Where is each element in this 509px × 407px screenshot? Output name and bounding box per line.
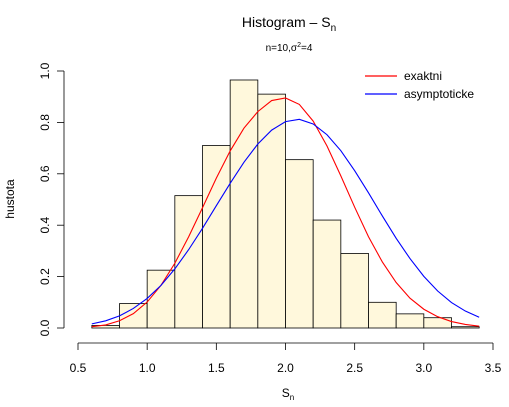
x-axis-label-sub: n (290, 393, 294, 402)
histogram-bar (451, 326, 480, 329)
bars-layer (91, 79, 480, 329)
y-tick-label: 0.8 (38, 114, 52, 131)
x-tick-label: 1.0 (139, 361, 156, 375)
x-tick-label: 2.5 (346, 361, 363, 375)
histogram-bar (119, 303, 148, 329)
histogram-bar (368, 301, 397, 329)
chart-subtitle: n=10,σ2=4 (266, 42, 313, 54)
chart-subtitle-main: n=10,σ (266, 43, 298, 54)
chart-title-sub: n (331, 23, 337, 34)
x-tick-label: 1.5 (208, 361, 225, 375)
y-tick-label: 0.0 (38, 319, 52, 336)
curves-layer (91, 97, 480, 328)
legend: exaktni asymptoticke (365, 69, 474, 101)
x-tick-label: 3.5 (485, 361, 502, 375)
y-tick-label: 1.0 (38, 62, 52, 79)
histogram-bar (202, 145, 231, 329)
curve-asymptoticke (91, 118, 480, 325)
y-axis-label: hustota (3, 179, 17, 219)
y-tick-label: 0.6 (38, 165, 52, 182)
y-tick-label: 0.4 (38, 217, 52, 234)
histogram-bar (423, 317, 452, 329)
y-tick-label: 0.2 (38, 268, 52, 285)
legend-label-asymptoticke: asymptoticke (404, 87, 474, 101)
histogram-bar (229, 79, 259, 329)
chart-title: Histogram – Sn (242, 14, 336, 34)
chart-subtitle-rest: =4 (301, 43, 313, 54)
x-axis-label: Sn (282, 386, 294, 402)
y-axis: 0.0 0.2 0.4 0.6 0.8 1.0 (38, 62, 65, 336)
histogram-bar (395, 313, 425, 329)
x-tick-label: 0.5 (70, 361, 87, 375)
histogram-bar (257, 93, 286, 329)
histogram-bar (285, 159, 314, 329)
histogram-bar (340, 253, 369, 329)
x-axis-label-main: S (282, 386, 290, 400)
histogram-bar (312, 219, 342, 329)
x-axis: 0.5 1.0 1.5 2.0 2.5 3.0 3.5 (70, 342, 502, 375)
curve-exaktni (91, 97, 480, 328)
histogram-bar (146, 269, 176, 329)
legend-label-exaktni: exaktni (404, 69, 442, 83)
chart-subtitle-sup: 2 (297, 42, 301, 49)
x-tick-label: 3.0 (415, 361, 432, 375)
x-tick-label: 2.0 (277, 361, 294, 375)
chart-title-main: Histogram – S (242, 14, 331, 30)
